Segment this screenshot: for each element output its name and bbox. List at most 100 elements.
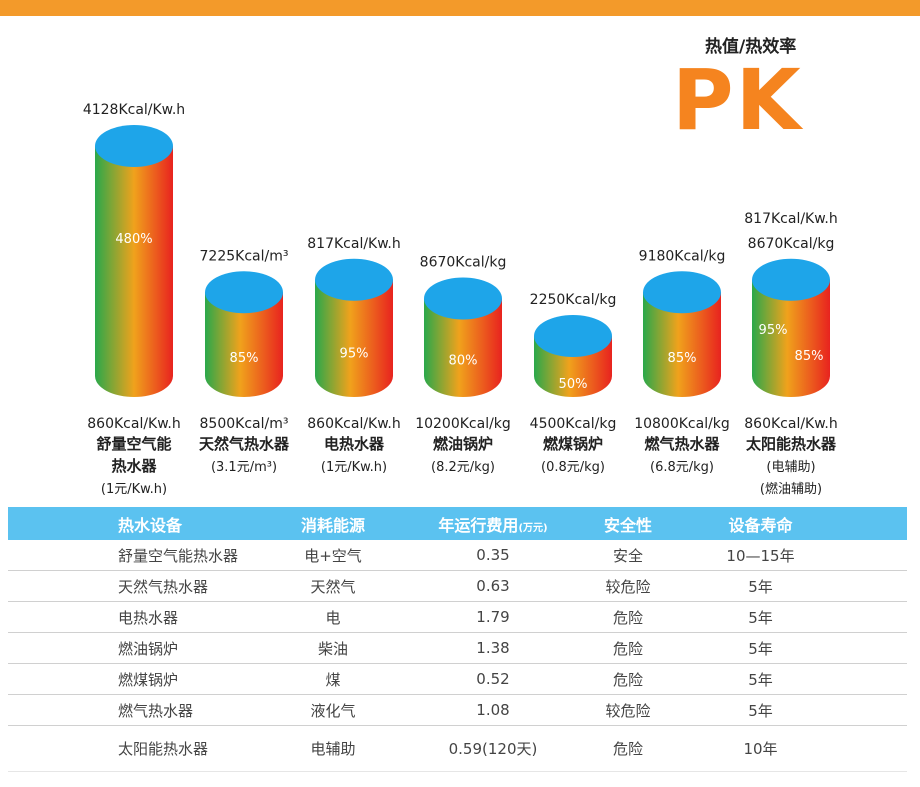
table-body: 舒量空气能热水器 电+空气 0.35 安全 10—15年天然气热水器 天然气 0.63 较危险… (8, 540, 907, 770)
bottom-value-label: 8500Kcal/m³ (200, 416, 289, 432)
header-device: 热水设备 (118, 515, 183, 535)
top-value-label: 8670Kcal/kg (748, 236, 835, 252)
price-note-label: (8.2元/kg) (431, 460, 495, 475)
price-note-label: (6.8元/kg) (650, 460, 714, 475)
price-note-label: (1元/Kw.h) (321, 460, 387, 475)
cell-cost: 0.59(120天) (448, 739, 538, 758)
cell-lifespan: 5年 (748, 639, 773, 658)
cylinder-bar (315, 258, 393, 397)
top-value-label: 817Kcal/Kw.h (744, 211, 837, 227)
category-label: 燃煤锅炉 (543, 435, 603, 453)
cell-lifespan: 10—15年 (726, 546, 795, 565)
bottom-value-label: 10800Kcal/kg (634, 416, 730, 432)
cell-lifespan: 5年 (748, 701, 773, 720)
comparison-table: 热水设备 消耗能源 年运行费用(万元) 安全性 设备寿命 舒量空气能热水器 电+空… (8, 507, 907, 770)
cell-device: 燃油锅炉 (118, 639, 179, 658)
cell-device: 太阳能热水器 (118, 739, 209, 758)
cylinder-bar (534, 315, 612, 397)
category-label: 舒量空气能 (96, 435, 171, 453)
price-note-label: (3.1元/m³) (211, 460, 277, 475)
cell-safety: 较危险 (605, 577, 651, 596)
bar-label: 95% (759, 323, 788, 338)
cell-lifespan: 5年 (748, 608, 773, 627)
cell-safety: 危险 (612, 608, 643, 627)
cell-device: 燃煤锅炉 (118, 670, 179, 689)
bar-label: 480% (115, 232, 152, 247)
table-row: 电热水器 电 1.79 危险 5年 (8, 602, 907, 633)
pk-title: PK (672, 51, 803, 149)
cell-safety: 危险 (612, 639, 643, 658)
cell-cost: 0.63 (476, 577, 510, 595)
bottom-value-label: 860Kcal/Kw.h (744, 416, 837, 432)
table-row: 天然气热水器 天然气 0.63 较危险 5年 (8, 571, 907, 602)
cell-safety: 较危险 (605, 701, 651, 720)
bar-label: 95% (340, 346, 369, 361)
top-value-label: 2250Kcal/kg (530, 292, 617, 308)
bar-label: 85% (668, 351, 697, 366)
header-cost-unit: (万元) (518, 522, 548, 534)
top-value-label: 8670Kcal/kg (420, 255, 507, 271)
cell-cost: 0.35 (476, 546, 510, 564)
category-label: 燃气热水器 (644, 435, 720, 453)
top-value-label: 7225Kcal/m³ (200, 248, 289, 264)
cell-safety: 危险 (612, 670, 643, 689)
header-lifespan: 设备寿命 (728, 515, 793, 535)
cell-energy: 电 (325, 608, 341, 627)
bottom-value-label: 10200Kcal/kg (415, 416, 511, 432)
bar-label: 85% (795, 349, 824, 364)
price-note-label: (1元/Kw.h) (101, 482, 167, 497)
cell-safety: 安全 (612, 546, 643, 565)
cell-energy: 柴油 (317, 639, 348, 658)
header-safety: 安全性 (603, 515, 652, 535)
cylinder-bar (205, 271, 283, 397)
header-energy: 消耗能源 (300, 515, 365, 535)
cell-energy: 煤 (325, 670, 341, 689)
efficiency-cylinder-chart: 480% 4128Kcal/Kw.h 860Kcal/Kw.h 舒量空气能热水器 (1元… (83, 102, 838, 497)
cell-lifespan: 5年 (748, 577, 773, 596)
category-label: 天然气热水器 (199, 435, 290, 453)
header-cost: 年运行费用(万元) (393, 512, 593, 536)
cell-lifespan: 5年 (748, 670, 773, 689)
price-note-label: (电辅助) (766, 460, 815, 475)
bottom-value-label: 860Kcal/Kw.h (307, 416, 400, 432)
bottom-divider (8, 771, 907, 772)
category-label: 太阳能热水器 (746, 435, 837, 453)
table-row: 燃油锅炉 柴油 1.38 危险 5年 (8, 633, 907, 664)
bottom-value-label: 4500Kcal/kg (530, 416, 617, 432)
top-value-label: 9180Kcal/kg (639, 248, 726, 264)
cell-energy: 电辅助 (310, 739, 356, 758)
table-row: 舒量空气能热水器 电+空气 0.35 安全 10—15年 (8, 540, 907, 571)
bottom-value-label: 860Kcal/Kw.h (87, 416, 180, 432)
bar-label: 50% (559, 377, 588, 392)
cell-energy: 天然气 (310, 577, 356, 596)
table-row: 太阳能热水器 电辅助 0.59(120天) 危险 10年 (8, 726, 907, 770)
cell-device: 电热水器 (118, 608, 179, 627)
category-label: 热水器 (111, 457, 157, 475)
cell-cost: 1.08 (476, 701, 510, 719)
cell-lifespan: 10年 (743, 739, 778, 758)
table-row: 燃煤锅炉 煤 0.52 危险 5年 (8, 664, 907, 695)
cell-energy: 电+空气 (304, 546, 362, 565)
pk-subtitle: 热值/热效率 (705, 37, 797, 57)
table-row: 燃气热水器 液化气 1.08 较危险 5年 (8, 695, 907, 726)
price-note-label: (0.8元/kg) (541, 460, 605, 475)
top-value-label: 817Kcal/Kw.h (307, 236, 400, 252)
header-cost-label: 年运行费用 (438, 515, 519, 535)
cylinder-bar (95, 125, 173, 397)
cell-energy: 液化气 (310, 701, 356, 720)
top-accent-bar (0, 0, 920, 16)
cell-cost: 1.79 (476, 608, 510, 626)
cell-cost: 0.52 (476, 670, 510, 688)
cell-device: 天然气热水器 (118, 577, 209, 596)
table-header: 热水设备 消耗能源 年运行费用(万元) 安全性 设备寿命 (8, 507, 907, 540)
cell-safety: 危险 (612, 739, 643, 758)
price-note-label: (燃油辅助) (760, 481, 822, 497)
category-label: 电热水器 (324, 435, 385, 453)
top-value-label: 4128Kcal/Kw.h (83, 102, 185, 118)
cell-cost: 1.38 (476, 639, 510, 657)
category-label: 燃油锅炉 (433, 435, 493, 453)
cell-device: 燃气热水器 (118, 701, 194, 720)
cylinder-bar (752, 258, 830, 397)
bar-label: 80% (449, 354, 478, 369)
cell-device: 舒量空气能热水器 (118, 546, 239, 565)
